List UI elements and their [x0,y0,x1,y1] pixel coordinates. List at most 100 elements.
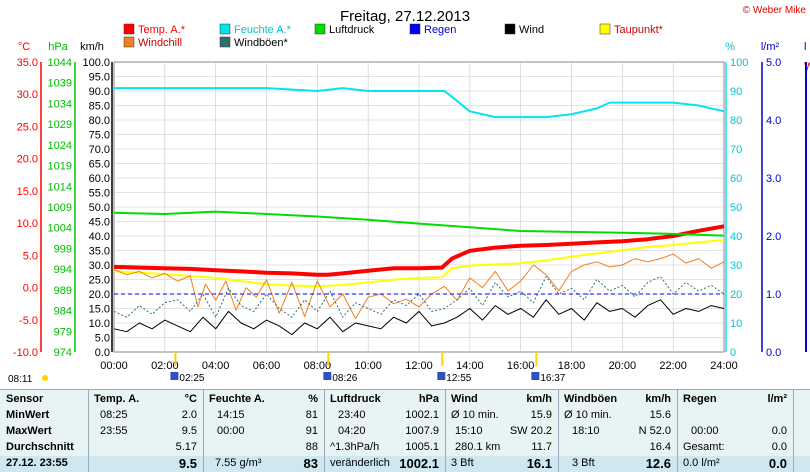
temp-axis-unit: °C [18,41,30,53]
temp-tick-label: 0.0 [23,283,38,295]
rain-axis-unit: l/m² [761,41,780,53]
temp-max-time: 23:55 [100,425,128,437]
rain-unit: l/m² [767,393,787,405]
wind-tick-label: 35.0 [89,246,110,258]
pressure-tick-label: 994 [54,264,72,276]
legend-label: Regen [424,24,456,36]
pressure-max-time: 04:20 [338,425,366,437]
series-line [113,253,725,319]
col-labels: Sensor MinWert MaxWert Durchschnitt 27.1… [0,390,89,472]
x-tick-label: 22:00 [659,360,687,372]
humidity-min-value: 81 [305,409,318,421]
wind-tick-label: 25.0 [89,275,110,287]
humidity-tick-label: 90 [730,86,742,98]
legend-label: Feuchte A.* [234,24,292,36]
rain-max-time: 00:00 [691,425,719,437]
temp-min-time: 08:25 [100,409,128,421]
pressure-tick-label: 974 [54,347,72,359]
rain-total-label: Gesamt: [683,441,725,453]
pressure-tick-label: 984 [54,306,72,318]
sun-icon [42,375,48,381]
gusts-header: Windböen [564,393,618,405]
series-line [113,299,725,336]
pressure-tick-label: 1004 [48,223,72,235]
pressure-tick-label: 989 [54,285,72,297]
wind-beaufort: 3 Bft [451,457,474,469]
gusts-avg10-value: 15.6 [649,409,671,421]
wind-tick-label: 30.0 [89,260,110,272]
temp-unit: °C [184,393,197,405]
legend-swatch [314,23,326,35]
gusts-avg10-label: Ø 10 min. [564,409,612,421]
rain-tick-label: 0.0 [766,347,781,359]
temp-tick-label: 35.0 [17,57,38,69]
event-tick [327,352,330,366]
humidity-tick-label: 10 [730,318,742,330]
humidity-max-value: 91 [305,425,318,437]
x-tick-label: 20:00 [609,360,637,372]
wind-avg10-label: Ø 10 min. [451,409,499,421]
temp-tick-label: -10.0 [13,347,38,359]
humidity-tick-label: 30 [730,260,742,272]
temp-header: Temp. A. [94,393,140,405]
rain-tick-label: 2.0 [766,231,781,243]
label-now: 27.12. 23:55 [6,457,68,469]
event-label: 16:37 [540,373,565,384]
pressure-min-value: 1002.1 [405,409,439,421]
wind-tick-label: 90.0 [89,86,110,98]
rain-max-value: 0.0 [771,425,787,437]
wind-tick-label: 40.0 [89,231,110,243]
event-label: 02:25 [179,373,204,384]
wind-tick-label: 60.0 [89,173,110,185]
x-tick-label: 00:00 [100,360,128,372]
gusts-current-value: 12.6 [645,456,671,471]
pressure-forecast: veränderlich [330,457,390,469]
gusts-unit: km/h [645,393,671,405]
wind-tick-label: 85.0 [89,101,110,113]
x-tick-label: 02:00 [151,360,179,372]
gusts-max-time: 18:10 [572,425,600,437]
label-min: MinWert [6,409,50,421]
pressure-tick-label: 1009 [48,202,72,214]
current-values-row [0,456,810,472]
legend-swatch [123,36,135,48]
wind-axis-unit: km/h [80,41,104,53]
chart-title: Freitag, 27.12.2013 [340,8,470,25]
rain-tick-label: 1.0 [766,289,781,301]
wind-tick-label: 70.0 [89,144,110,156]
legend-swatch [219,36,231,48]
humidity-min-time: 14:15 [217,409,245,421]
pressure-trend: ^1.3hPa/h [330,441,380,453]
wind-tick-label: 20.0 [89,289,110,301]
wind-max-direction: SW 20.2 [509,425,552,437]
col-temp: Temp. A. °C 08:25 2.0 23:55 9.5 5.17 9.5 [88,390,204,472]
temp-max-value: 9.5 [181,425,197,437]
gusts-avg-value: 16.4 [649,441,671,453]
wind-tick-label: 75.0 [89,130,110,142]
temp-avg-value: 5.17 [175,441,197,453]
col-pressure: Luftdruck hPa 23:40 1002.1 04:20 1007.9 … [324,390,446,472]
wind-distance: 280.1 km [455,441,501,453]
series-line [114,87,725,119]
moon-icon [437,372,446,380]
wind-tick-label: 5.0 [95,333,110,345]
label-avg: Durchschnitt [6,441,74,453]
legend-swatch [123,23,135,35]
humidity-tick-label: 80 [730,115,742,127]
pressure-tick-label: 1034 [48,98,72,110]
series-line [113,238,725,288]
wind-unit: km/h [526,393,552,405]
pressure-tick-label: 1044 [48,57,72,69]
wind-header: Wind [451,393,478,405]
moon-icon [323,372,332,380]
x-tick-label: 12:00 [405,360,433,372]
x-tick-label: 14:00 [456,360,484,372]
pressure-min-time: 23:40 [338,409,366,421]
pressure-unit: hPa [418,393,439,405]
humidity-tick-label: 40 [730,231,742,243]
label-max: MaxWert [6,425,52,437]
grid [114,62,724,352]
legend-label: Temp. A.* [138,24,186,36]
credit-text: © Weber Mike [743,5,807,16]
legend: Temp. A.* Feuchte A.* Luftdruck Regen Wind Ta… [123,23,664,49]
